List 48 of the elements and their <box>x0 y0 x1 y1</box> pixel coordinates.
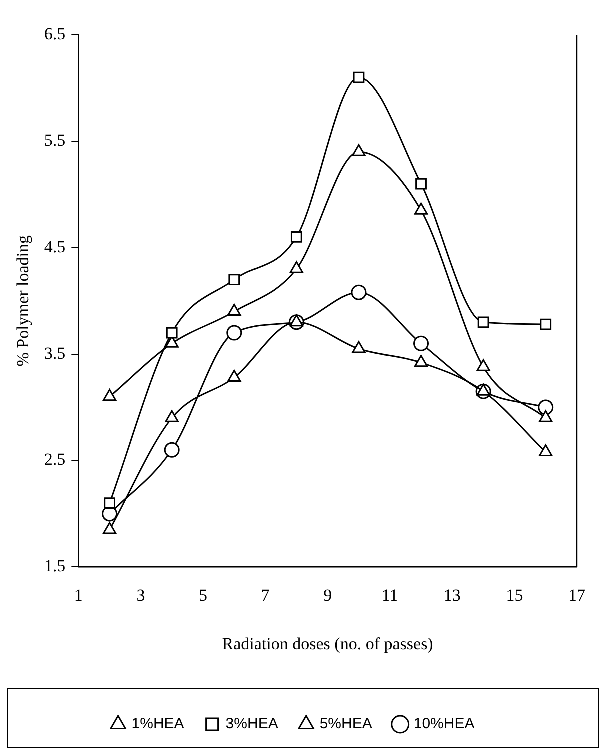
y-tick-label: 6.5 <box>44 24 66 44</box>
point <box>164 442 180 458</box>
point <box>414 202 428 215</box>
x-axis-title: Radiation doses (no. of passes) <box>222 634 434 654</box>
point <box>414 336 430 352</box>
x-tick-label: 15 <box>506 586 524 605</box>
point <box>538 400 554 416</box>
y-tick-label: 4.5 <box>44 237 66 256</box>
point <box>352 341 366 354</box>
x-tick-label: 11 <box>382 586 398 605</box>
point <box>539 410 553 422</box>
point <box>352 144 366 156</box>
point <box>102 522 117 534</box>
point <box>414 355 428 368</box>
legend-label: 1%HEA <box>132 716 184 733</box>
point <box>290 261 304 274</box>
point <box>290 232 302 243</box>
x-tick-label: 3 <box>136 586 146 605</box>
point <box>353 72 365 84</box>
point <box>290 314 304 327</box>
y-tick-label: 1.5 <box>44 556 66 576</box>
point <box>539 444 553 456</box>
point <box>478 316 490 328</box>
point <box>102 389 117 402</box>
legend-label: 5%HEA <box>320 716 372 733</box>
x-tick-label: 1 <box>74 586 83 605</box>
point <box>416 178 427 190</box>
point <box>166 327 178 339</box>
point <box>540 318 552 330</box>
y-tick-label: 3.5 <box>44 344 66 363</box>
point <box>165 410 179 422</box>
x-tick-label: 5 <box>198 586 208 605</box>
x-tick-label: 9 <box>324 586 332 605</box>
point <box>476 359 490 372</box>
x-tick-label: 7 <box>261 586 270 605</box>
point <box>351 284 367 300</box>
legend-label: 3%HEA <box>226 716 278 733</box>
x-tick-label: 17 <box>568 586 586 605</box>
y-tick-label: 5.5 <box>44 130 66 150</box>
y-axis-title: % Polymer loading <box>14 234 33 367</box>
point <box>228 304 242 316</box>
point <box>226 325 242 341</box>
x-tick-label: 13 <box>444 586 461 605</box>
point <box>228 370 242 382</box>
point <box>228 274 240 286</box>
y-tick-label: 2.5 <box>44 450 66 470</box>
legend-label: 10%HEA <box>414 716 475 733</box>
point <box>104 498 116 510</box>
